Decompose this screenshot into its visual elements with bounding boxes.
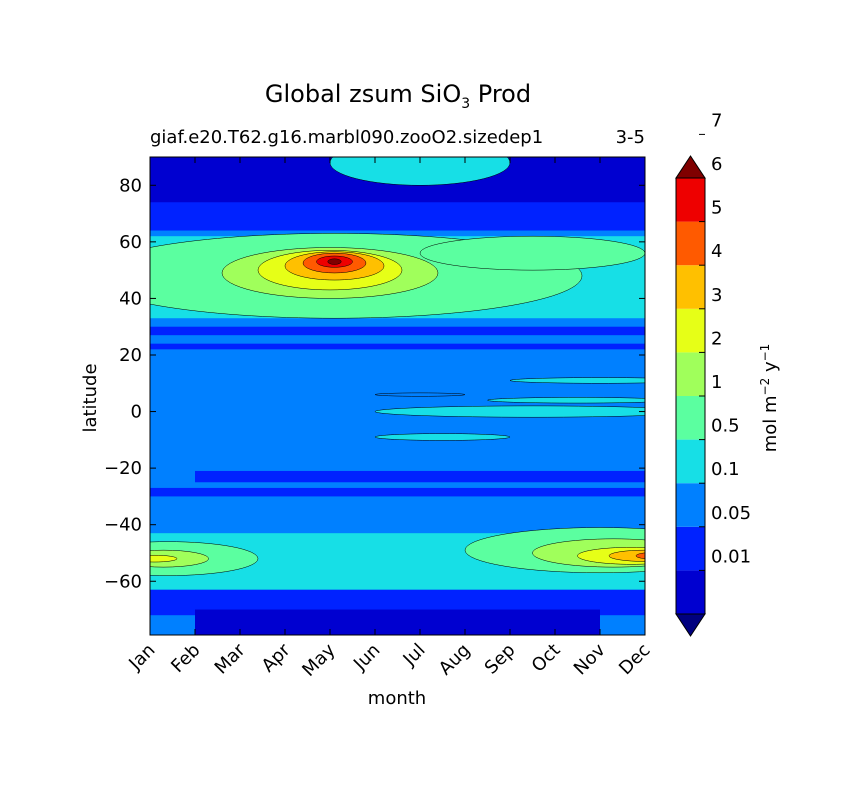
x-tick-label: Dec bbox=[615, 640, 654, 679]
colorbar-segment bbox=[676, 308, 705, 353]
band-south-polar bbox=[195, 609, 600, 635]
colorbar-segment bbox=[676, 439, 705, 484]
y-axis: 80 60 40 20 0 −20 −40 −60 bbox=[104, 175, 645, 592]
colorbar-tick-label: 3 bbox=[711, 285, 722, 306]
x-tick-label: Jun bbox=[349, 640, 384, 675]
y-tick-label: 0 bbox=[131, 402, 142, 423]
y-tick-label: 20 bbox=[119, 345, 142, 366]
x-tick-label: Mar bbox=[211, 639, 250, 678]
colorbar-label-unit: mol m bbox=[760, 395, 781, 452]
x-tick-label: Apr bbox=[258, 639, 295, 676]
x-tick-label: Jul bbox=[399, 640, 430, 671]
colorbar-segment bbox=[676, 352, 705, 396]
x-tick-label: Feb bbox=[167, 640, 204, 677]
x-tick-label: May bbox=[298, 639, 339, 680]
colorbar-tick-label: 0.5 bbox=[711, 416, 740, 437]
y-axis-label: latitude bbox=[80, 363, 101, 432]
colorbar-tick-label: 0.05 bbox=[711, 503, 751, 524]
band-north-polar-edge bbox=[150, 202, 645, 231]
band-lat-minus-23 bbox=[195, 470, 645, 483]
colorbar-segment bbox=[676, 526, 705, 571]
contour-blob-20 bbox=[374, 433, 511, 441]
contour-blob-18 bbox=[374, 405, 645, 418]
colorbar-segment bbox=[676, 396, 705, 440]
colorbar-extend-min bbox=[675, 613, 706, 637]
x-tick-label: Sep bbox=[481, 640, 520, 679]
x-tick-label: Oct bbox=[528, 640, 565, 677]
contour-blob-9 bbox=[150, 549, 209, 568]
contour-blob-10 bbox=[150, 554, 178, 563]
colorbar-tick-label: 5 bbox=[711, 198, 722, 219]
chart-title-subscript: 3 bbox=[461, 96, 470, 112]
y-tick-label: −60 bbox=[104, 571, 142, 592]
chart-title-suffix: Prod bbox=[470, 80, 531, 108]
band-lat-25 bbox=[150, 343, 645, 350]
colorbar-label-mid: y bbox=[760, 361, 781, 378]
colorbar-tick-label: 4 bbox=[711, 241, 722, 262]
chart-subtitle-left: giaf.e20.T62.g16.marbl090.zooO2.sizedep1 bbox=[150, 127, 543, 148]
contour-blob-6 bbox=[327, 258, 342, 265]
x-tick-label: Jan bbox=[124, 640, 159, 675]
contour-blob-19 bbox=[487, 397, 645, 404]
colorbar-extend-max bbox=[675, 155, 706, 179]
colorbar-segment bbox=[676, 483, 705, 527]
y-tick-label: −40 bbox=[104, 515, 142, 536]
colorbar-tick-label: 0.01 bbox=[711, 546, 751, 567]
colorbar-label: mol m−2 y−1 bbox=[758, 344, 781, 453]
band-lat-30 bbox=[150, 326, 645, 336]
colorbar-tick-label: 1 bbox=[711, 372, 722, 393]
y-tick-label: 40 bbox=[119, 288, 142, 309]
contour-blob-7 bbox=[419, 235, 645, 271]
colorbar-segment bbox=[676, 178, 705, 222]
colorbar-label-exp1: −2 bbox=[758, 378, 772, 396]
contour-blob-17 bbox=[374, 392, 466, 397]
contour-blob-14 bbox=[608, 549, 645, 562]
contour-blob-15 bbox=[635, 552, 645, 559]
contour-blob-21 bbox=[509, 377, 645, 384]
colorbar-tick-label: 2 bbox=[711, 328, 722, 349]
colorbar-label-exp2: −1 bbox=[758, 344, 772, 362]
x-tick-label: Nov bbox=[570, 639, 610, 679]
colorbar-tick-label: 7 bbox=[711, 110, 722, 131]
y-tick-label: −20 bbox=[104, 458, 142, 479]
plot-area bbox=[150, 157, 645, 635]
x-tick-label: Aug bbox=[435, 640, 475, 680]
contour-fills bbox=[150, 157, 645, 635]
colorbar-segment bbox=[676, 265, 705, 309]
plot-frame bbox=[149, 156, 646, 636]
colorbar-tick-label: 0.1 bbox=[711, 459, 740, 480]
colorbar-segment bbox=[676, 570, 705, 614]
colorbar-segment bbox=[676, 221, 705, 266]
chart-title-main: Global zsum SiO bbox=[265, 80, 461, 108]
colorbar: 0.01 0.05 0.1 0.5 1 2 3 4 5 6 7 bbox=[675, 110, 751, 637]
band-lat-minus-28 bbox=[150, 487, 645, 497]
chart-title: Global zsum SiO3 Prod bbox=[265, 80, 531, 112]
y-tick-label: 80 bbox=[119, 175, 142, 196]
y-tick-label: 60 bbox=[119, 232, 142, 253]
chart-subtitle-right: 3-5 bbox=[616, 127, 645, 148]
colorbar-tick-label: 6 bbox=[711, 154, 722, 175]
x-axis-label: month bbox=[368, 688, 426, 709]
